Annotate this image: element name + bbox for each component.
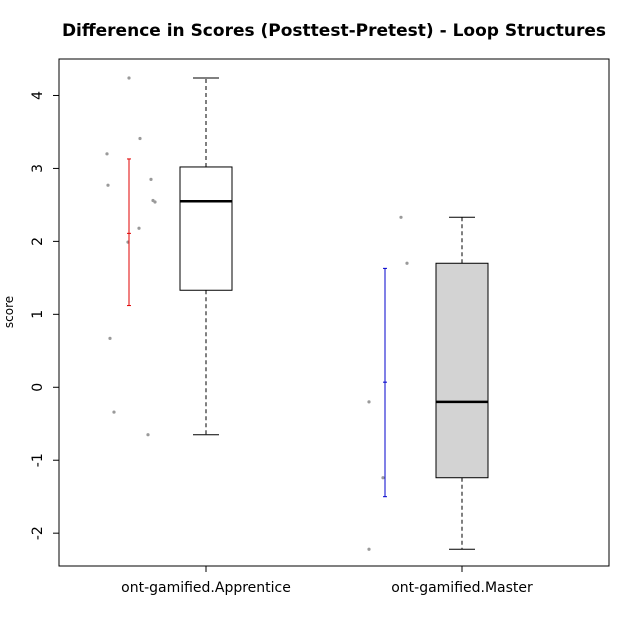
data-point xyxy=(367,547,371,551)
data-point xyxy=(105,152,109,156)
data-point xyxy=(399,215,403,219)
data-point xyxy=(137,226,141,230)
x-tick-label: ont-gamified.Master xyxy=(391,580,533,596)
data-point xyxy=(106,183,110,187)
data-point xyxy=(108,336,112,340)
box xyxy=(179,166,233,291)
box-group-2 xyxy=(367,215,489,551)
y-tick-label: 4 xyxy=(30,91,46,100)
y-tick-label: 2 xyxy=(30,237,46,246)
data-point xyxy=(146,433,150,437)
plot-frame xyxy=(58,58,610,567)
box xyxy=(435,262,489,479)
data-point xyxy=(367,400,371,404)
y-tick-label: 0 xyxy=(30,383,46,392)
data-point xyxy=(405,261,409,265)
y-tick-label: 3 xyxy=(30,164,46,173)
box-group-1 xyxy=(105,76,233,437)
y-axis-label: score xyxy=(2,296,16,328)
y-tick-label: -2 xyxy=(30,526,46,540)
x-axis: ont-gamified.Apprentice ont-gamified.Mast… xyxy=(121,566,533,596)
chart-title: Difference in Scores (Posttest-Pretest) … xyxy=(62,21,606,41)
data-point xyxy=(149,177,153,181)
data-point xyxy=(138,136,142,141)
boxplot-series xyxy=(105,76,489,551)
y-tick-label: 1 xyxy=(30,310,46,319)
y-tick-label: -1 xyxy=(30,453,46,467)
x-tick-label: ont-gamified.Apprentice xyxy=(121,580,291,596)
data-point xyxy=(127,76,131,80)
y-axis: -2 -1 0 1 2 3 4 xyxy=(30,91,59,540)
data-point xyxy=(381,476,385,480)
data-point xyxy=(153,200,157,204)
data-point xyxy=(112,410,116,414)
